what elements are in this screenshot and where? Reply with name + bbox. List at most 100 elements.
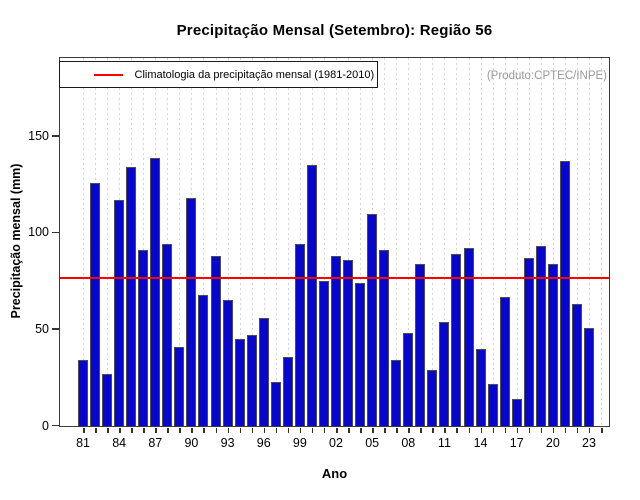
bar-97 [270, 381, 281, 426]
year-slot-97 [270, 58, 282, 433]
x-tick-label: 11 [437, 436, 451, 450]
x-tick-label: 20 [545, 436, 560, 450]
gridline [492, 58, 494, 426]
x-tick [480, 428, 483, 433]
bar-00 [306, 165, 317, 426]
bar-96 [258, 317, 269, 426]
bar-04 [355, 283, 366, 426]
x-tick [215, 428, 218, 433]
x-tick [444, 428, 446, 433]
bar-01 [318, 281, 329, 426]
x-tick [601, 428, 603, 433]
bar-02 [331, 256, 341, 426]
year-slot-13 [463, 58, 475, 433]
x-tick-label: 14 [473, 436, 488, 450]
gridline [432, 58, 434, 426]
year-slot-09 [414, 58, 426, 433]
x-tick [552, 428, 555, 433]
x-tick [323, 428, 326, 433]
year-slot-02: 02 [329, 58, 343, 450]
gridline [456, 58, 458, 426]
bar-92 [210, 256, 221, 426]
year-slot-99: 99 [293, 58, 307, 450]
bar-88 [162, 244, 173, 426]
bar-84 [114, 200, 125, 426]
x-tick [239, 428, 242, 433]
x-tick [155, 428, 157, 433]
bar-19 [535, 246, 546, 426]
bar-14 [475, 348, 486, 426]
year-slot-01 [318, 58, 330, 433]
x-tick [119, 428, 121, 433]
x-tick [456, 428, 458, 433]
x-tick [408, 428, 410, 433]
gridline [516, 58, 518, 426]
bar-slots: 81 84 87 90 93 96 99 02 05 08 11 14 17 20 23 [76, 58, 607, 450]
gridline [552, 58, 554, 426]
x-tick [516, 428, 519, 433]
gridline [275, 58, 277, 426]
x-tick [468, 428, 471, 433]
x-tick-label: 05 [365, 436, 380, 450]
x-tick [191, 428, 193, 433]
bar-85 [126, 167, 137, 426]
bar-95 [246, 335, 257, 426]
bar-99 [294, 244, 305, 426]
plot-inner: 81 84 87 90 93 96 99 02 05 08 11 14 17 20 23 Climatolo… [58, 58, 609, 450]
bar-11 [439, 321, 450, 426]
x-tick-label: 84 [112, 436, 127, 450]
year-slot-90: 90 [184, 58, 198, 450]
gridline [528, 58, 530, 426]
year-slot-92 [210, 58, 222, 433]
y-tick [52, 231, 59, 234]
year-slot-93: 93 [221, 58, 235, 450]
gridline [588, 58, 590, 426]
gridline [287, 58, 289, 426]
legend-label: Climatologia da precipitação mensal (198… [134, 68, 375, 81]
plot-area: 81 84 87 90 93 96 99 02 05 08 11 14 17 20 23 Climatolo… [58, 57, 610, 450]
bar-18 [523, 258, 534, 426]
year-slot-98 [282, 58, 294, 433]
year-slot-85 [125, 58, 137, 433]
x-tick [179, 428, 181, 433]
x-tick-label: 87 [148, 436, 163, 450]
gridline [323, 58, 325, 426]
bar-94 [234, 339, 245, 426]
x-tick [396, 428, 398, 433]
year-slot-12 [450, 58, 462, 433]
year-slot-15 [487, 58, 499, 433]
year-slot-17: 17 [510, 58, 524, 450]
y-tick [52, 328, 59, 330]
year-slot-96: 96 [257, 58, 271, 450]
x-tick [227, 428, 230, 433]
bar-82 [90, 182, 101, 426]
x-tick [492, 428, 495, 433]
x-tick [167, 428, 169, 433]
y-tick [52, 424, 59, 427]
year-slot-82 [89, 58, 101, 433]
year-slot-95 [246, 58, 258, 433]
year-slot-11: 11 [438, 58, 451, 450]
year-slot-07 [390, 58, 402, 433]
x-tick [420, 428, 422, 433]
year-slot-05: 05 [365, 58, 379, 450]
x-tick [588, 428, 591, 433]
bar-91 [198, 294, 209, 426]
gridline [263, 58, 265, 426]
gridline [336, 58, 337, 426]
x-tick [263, 428, 266, 433]
y-tick [52, 135, 59, 137]
x-tick-label: 96 [256, 436, 271, 450]
gridline [348, 58, 350, 426]
bar-90 [186, 198, 197, 426]
x-tick-label: 93 [220, 436, 235, 450]
year-slot-20: 20 [546, 58, 560, 450]
year-slot-21 [559, 58, 571, 433]
year-slot-16 [499, 58, 511, 433]
x-tick [432, 428, 434, 433]
year-slot-89 [173, 58, 185, 433]
gridline [468, 58, 470, 426]
year-slot-88 [161, 58, 173, 433]
year-slot-03 [342, 58, 354, 433]
